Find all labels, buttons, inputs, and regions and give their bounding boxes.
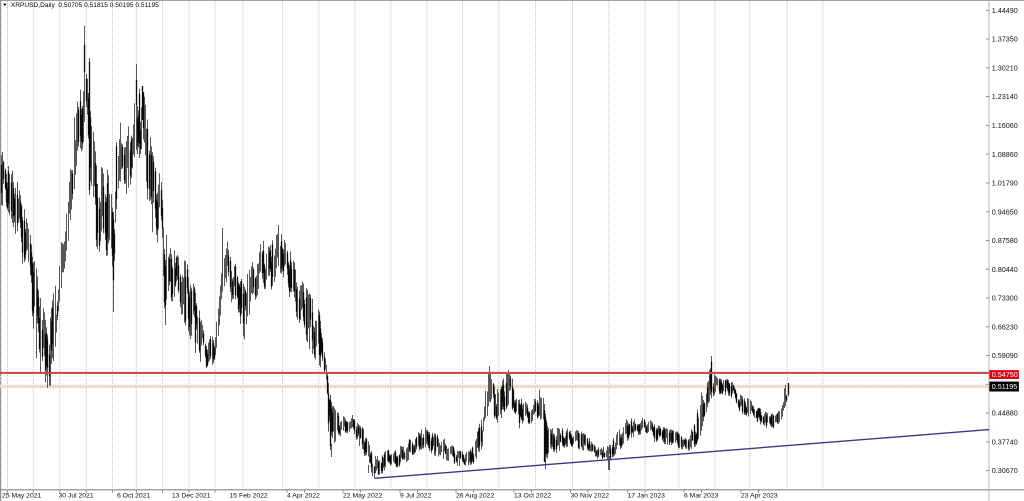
svg-text:0.94650: 0.94650 [992, 207, 1018, 216]
svg-text:26 Aug 2022: 26 Aug 2022 [456, 492, 494, 499]
svg-text:4 Apr 2022: 4 Apr 2022 [287, 492, 320, 499]
svg-text:1.37350: 1.37350 [992, 35, 1018, 44]
svg-text:0.44880: 0.44880 [992, 409, 1018, 418]
svg-text:0.80440: 0.80440 [992, 265, 1018, 274]
svg-text:1.16060: 1.16060 [992, 121, 1018, 130]
svg-text:0.87580: 0.87580 [992, 236, 1018, 245]
svg-text:17 Jan 2023: 17 Jan 2023 [628, 492, 666, 499]
svg-text:1.23140: 1.23140 [992, 92, 1018, 101]
svg-text:22 May 2022: 22 May 2022 [343, 492, 383, 499]
svg-text:9 Jul 2022: 9 Jul 2022 [400, 492, 432, 499]
svg-text:25 May 2021: 25 May 2021 [2, 492, 42, 499]
svg-text:30 Nov 2022: 30 Nov 2022 [571, 492, 610, 499]
svg-text:13 Oct 2022: 13 Oct 2022 [514, 492, 551, 499]
svg-text:13 Dec 2021: 13 Dec 2021 [172, 492, 211, 499]
svg-text:0.30670: 0.30670 [992, 466, 1018, 475]
svg-text:0.37740: 0.37740 [992, 437, 1018, 446]
svg-text:XRPUSD,Daily 0.50705 0.51815: XRPUSD,Daily 0.50705 0.51815 0.50195 0.5… [11, 2, 159, 9]
svg-text:0.54750: 0.54750 [992, 370, 1018, 379]
svg-text:6 Oct 2021: 6 Oct 2021 [117, 492, 150, 499]
svg-text:1.44490: 1.44490 [992, 6, 1018, 15]
svg-text:0.59090: 0.59090 [992, 351, 1018, 360]
svg-text:0.51195: 0.51195 [992, 382, 1017, 391]
svg-text:30 Jul 2021: 30 Jul 2021 [59, 492, 94, 499]
svg-text:6 Mar 2023: 6 Mar 2023 [684, 492, 719, 499]
svg-text:1.01790: 1.01790 [992, 179, 1018, 188]
svg-text:1.30210: 1.30210 [992, 63, 1018, 72]
svg-text:23 Apr 2023: 23 Apr 2023 [741, 492, 778, 499]
svg-text:15 Feb 2022: 15 Feb 2022 [230, 492, 268, 499]
svg-text:1.08860: 1.08860 [992, 150, 1018, 159]
svg-text:0.73300: 0.73300 [992, 294, 1018, 303]
svg-text:0.66230: 0.66230 [992, 322, 1018, 331]
